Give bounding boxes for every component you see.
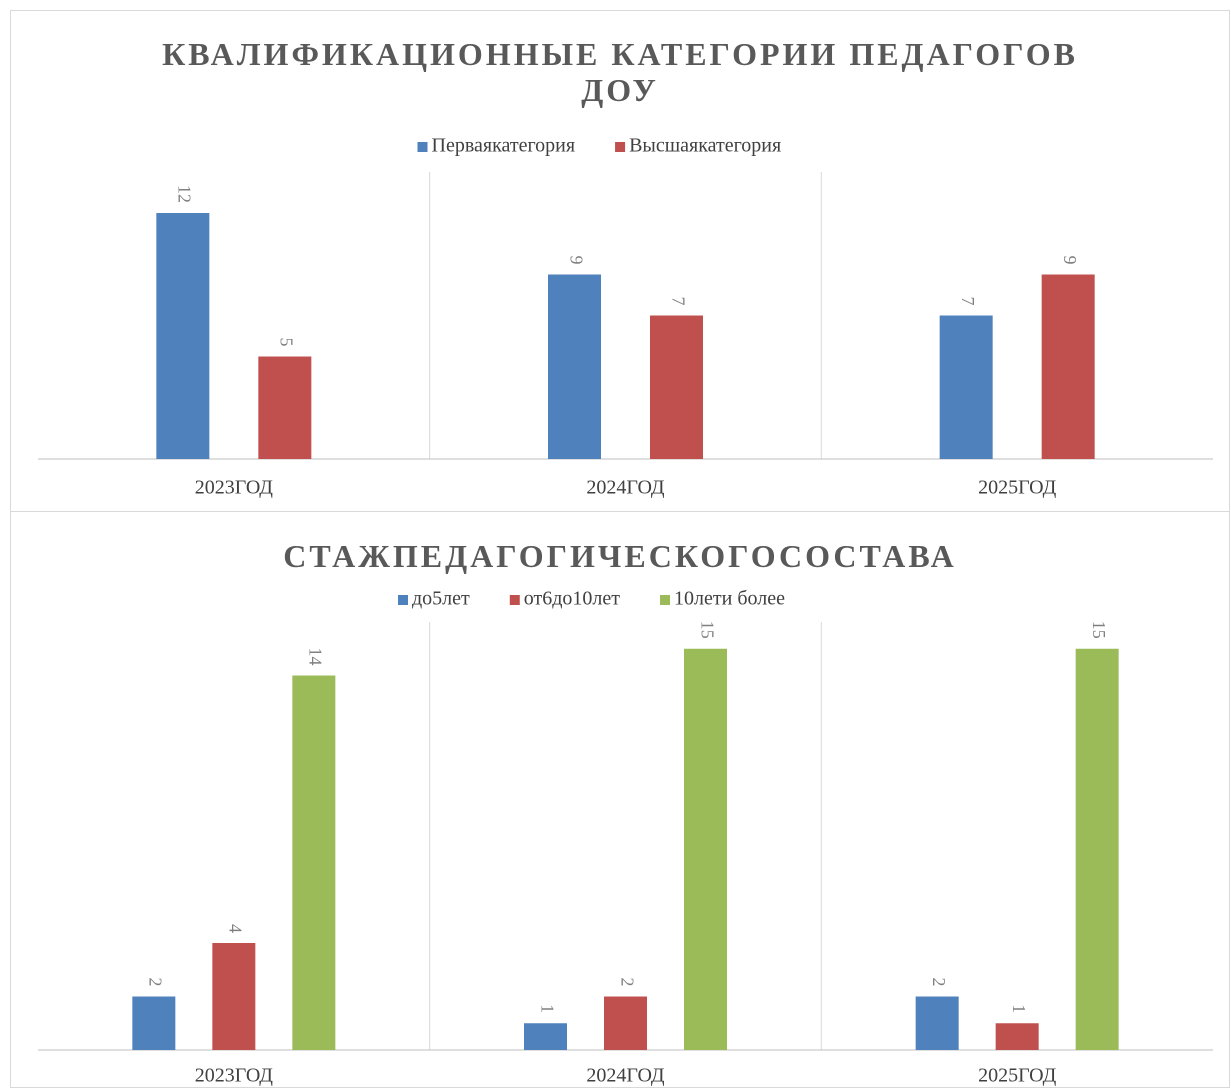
bar [604, 996, 647, 1050]
legend-swatch [660, 595, 671, 605]
x-tick-label: 2025ГОД [978, 477, 1057, 499]
data-label: 15 [1089, 621, 1109, 639]
x-tick-label: 2023ГОД [195, 477, 274, 499]
chart-title: КВАЛИФИКАЦИОННЫЕ КАТЕГОРИИ ПЕДАГОГОВ ДОУ [162, 36, 1078, 108]
legend-label: до5лет [412, 588, 470, 610]
bar [258, 356, 312, 459]
data-label: 2 [146, 978, 166, 987]
x-tick-label: 2025ГОД [978, 1065, 1057, 1087]
bar [212, 943, 256, 1050]
legend-swatch [417, 142, 428, 152]
data-label: 5 [277, 338, 297, 347]
bar [524, 1023, 567, 1050]
legend-label: 10лети более [674, 588, 785, 610]
data-label: 14 [306, 648, 326, 666]
data-label: 9 [1060, 256, 1080, 265]
data-label: 12 [175, 185, 195, 203]
bar [995, 1023, 1039, 1050]
data-label: 1 [537, 1004, 557, 1013]
bar [915, 996, 959, 1050]
x-tick-label: 2023ГОД [195, 1065, 274, 1087]
data-label: 15 [697, 621, 717, 639]
data-label: 7 [958, 297, 978, 306]
legend-swatch [615, 142, 626, 152]
bar [939, 315, 993, 459]
data-label: 2 [617, 978, 637, 987]
data-label: 1 [1009, 1004, 1029, 1013]
bar [1041, 274, 1095, 459]
bar [156, 213, 210, 459]
bar [1075, 648, 1119, 1050]
bar [132, 996, 176, 1050]
data-label: 2 [929, 978, 949, 987]
data-label: 7 [668, 297, 688, 306]
bar [292, 675, 336, 1050]
legend-label: Высшаякатегория [629, 135, 781, 157]
bar [548, 274, 601, 459]
x-tick-label: 2024ГОД [586, 477, 665, 499]
chart-title: СТАЖПЕДАГОГИЧЕСКОГОСОСТАВА [283, 538, 957, 574]
legend-swatch [509, 595, 520, 605]
data-label: 9 [566, 256, 586, 265]
x-tick-label: 2024ГОД [586, 1065, 665, 1087]
bar [684, 648, 727, 1050]
legend-label: от6до10лет [524, 588, 621, 610]
data-label: 4 [226, 924, 246, 933]
bar [650, 315, 703, 459]
legend-label: Перваякатегория [432, 135, 576, 157]
legend-swatch [398, 595, 408, 605]
